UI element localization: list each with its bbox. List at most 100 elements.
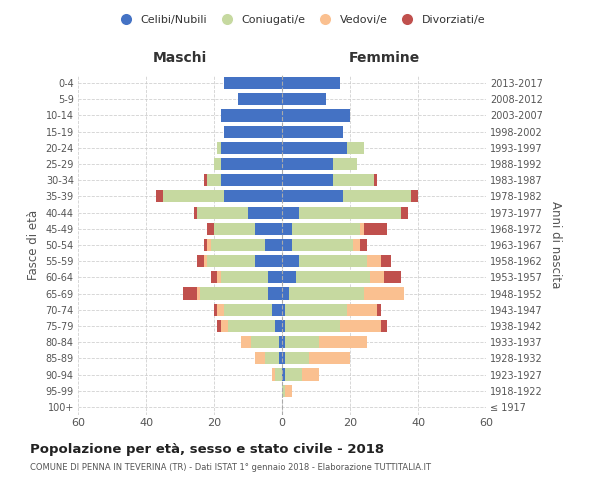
Bar <box>265 239 282 251</box>
Bar <box>370 272 384 283</box>
Bar <box>217 320 221 332</box>
Bar <box>268 272 282 283</box>
Bar <box>282 288 289 300</box>
Bar <box>221 158 282 170</box>
Bar <box>282 158 333 170</box>
Bar <box>211 239 265 251</box>
Bar <box>275 320 282 332</box>
Bar <box>286 320 340 332</box>
Bar <box>282 336 286 348</box>
Bar <box>221 174 282 186</box>
Bar <box>221 272 268 283</box>
Bar <box>221 110 282 122</box>
Bar <box>248 206 282 218</box>
Bar <box>282 239 292 251</box>
Bar <box>214 158 221 170</box>
Bar <box>282 320 286 332</box>
Bar <box>360 222 364 235</box>
Bar <box>224 126 282 138</box>
Bar <box>282 304 286 316</box>
Bar <box>333 158 357 170</box>
Bar <box>353 239 360 251</box>
Bar <box>204 255 207 268</box>
Bar <box>255 255 282 268</box>
Bar <box>319 336 367 348</box>
Bar <box>286 352 309 364</box>
Bar <box>282 77 340 89</box>
Bar <box>360 239 367 251</box>
Bar <box>367 255 380 268</box>
Bar <box>156 190 163 202</box>
Text: Maschi: Maschi <box>153 52 207 66</box>
Bar <box>282 206 299 218</box>
Bar <box>364 288 404 300</box>
Bar <box>214 222 255 235</box>
Bar <box>282 126 343 138</box>
Bar <box>197 206 248 218</box>
Bar <box>340 320 380 332</box>
Bar <box>299 255 367 268</box>
Bar <box>282 142 347 154</box>
Bar <box>282 352 286 364</box>
Bar <box>296 272 370 283</box>
Bar <box>197 288 200 300</box>
Bar <box>238 93 282 106</box>
Bar <box>282 190 343 202</box>
Bar <box>221 320 227 332</box>
Bar <box>207 174 221 186</box>
Bar <box>347 142 364 154</box>
Bar <box>286 304 347 316</box>
Bar <box>221 142 282 154</box>
Bar <box>377 304 380 316</box>
Bar <box>217 304 224 316</box>
Text: Femmine: Femmine <box>349 52 419 66</box>
Bar <box>224 190 282 202</box>
Bar <box>289 288 364 300</box>
Bar <box>204 239 207 251</box>
Bar <box>217 272 221 283</box>
Legend: Celibi/Nubili, Coniugati/e, Vedovi/e, Divorziati/e: Celibi/Nubili, Coniugati/e, Vedovi/e, Di… <box>110 10 490 29</box>
Bar <box>286 336 319 348</box>
Bar <box>214 304 217 316</box>
Bar <box>282 384 286 397</box>
Bar <box>299 206 401 218</box>
Bar <box>265 352 278 364</box>
Bar <box>272 304 282 316</box>
Bar <box>333 174 374 186</box>
Bar <box>211 272 217 283</box>
Bar <box>364 222 388 235</box>
Bar <box>255 222 282 235</box>
Bar <box>272 368 275 380</box>
Bar <box>207 239 211 251</box>
Text: COMUNE DI PENNA IN TEVERINA (TR) - Dati ISTAT 1° gennaio 2018 - Elaborazione TUT: COMUNE DI PENNA IN TEVERINA (TR) - Dati … <box>30 462 431 471</box>
Bar <box>197 255 204 268</box>
Bar <box>282 110 350 122</box>
Bar <box>268 288 282 300</box>
Bar <box>282 368 286 380</box>
Bar <box>374 174 377 186</box>
Bar <box>380 320 388 332</box>
Bar <box>380 255 391 268</box>
Bar <box>282 174 333 186</box>
Bar <box>292 222 360 235</box>
Bar <box>207 255 255 268</box>
Y-axis label: Anni di nascita: Anni di nascita <box>548 202 562 288</box>
Bar <box>194 206 197 218</box>
Bar <box>278 352 282 364</box>
Bar <box>217 142 221 154</box>
Bar <box>309 352 350 364</box>
Bar <box>401 206 408 218</box>
Bar <box>275 368 282 380</box>
Bar <box>163 190 224 202</box>
Bar <box>255 352 265 364</box>
Bar <box>282 93 326 106</box>
Bar <box>282 255 299 268</box>
Bar <box>224 77 282 89</box>
Bar <box>292 239 353 251</box>
Bar <box>411 190 418 202</box>
Bar <box>227 320 275 332</box>
Bar <box>278 336 282 348</box>
Bar <box>200 288 268 300</box>
Bar <box>282 222 292 235</box>
Bar <box>224 304 272 316</box>
